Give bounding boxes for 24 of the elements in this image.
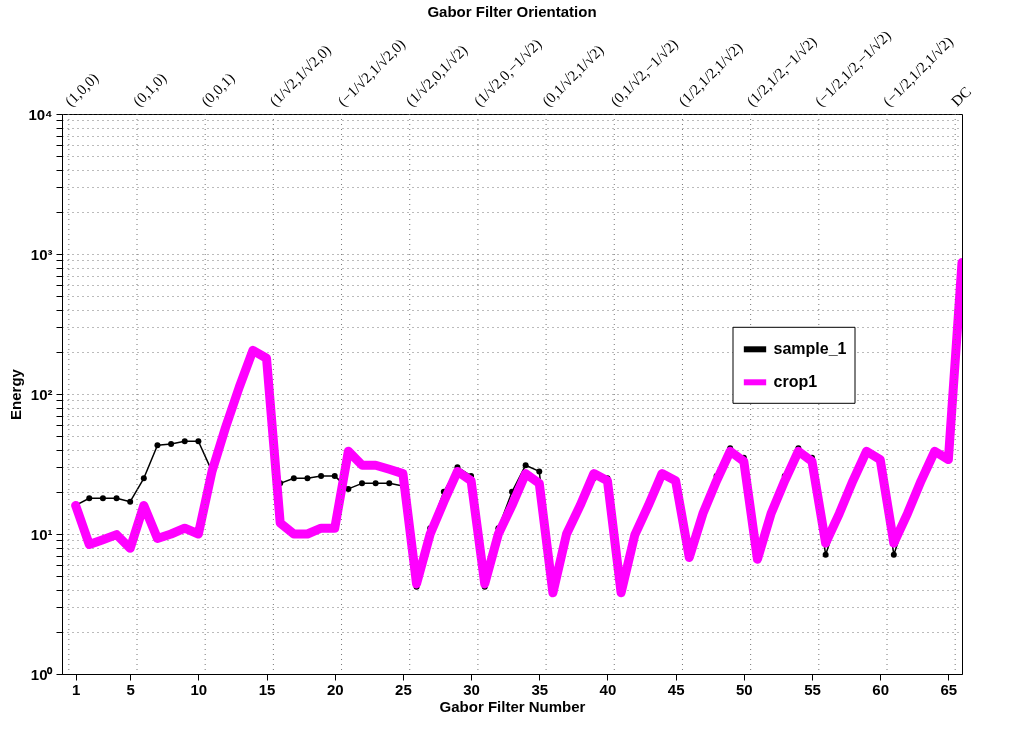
legend-label: crop1 [773, 373, 818, 391]
x-tick-label: 55 [804, 680, 821, 698]
y-tick-label: 10⁴ [28, 105, 53, 123]
y-tick-label: 10² [30, 385, 53, 403]
x-tick-label: 30 [463, 680, 480, 698]
x-tick-label: 35 [531, 680, 549, 698]
x-tick-label: 65 [940, 680, 958, 698]
x-tick-label: 25 [395, 680, 412, 698]
y-tick-label: 10³ [30, 245, 53, 263]
y-axis-title: Energy [7, 368, 25, 420]
x-tick-label: 60 [872, 680, 890, 698]
x-tick-label: 1 [71, 680, 81, 698]
legend-label: sample_1 [773, 340, 847, 358]
y-tick-label: 10⁰ [30, 665, 54, 683]
x-tick-label: 10 [190, 680, 208, 698]
x-axis-title: Gabor Filter Number [439, 697, 586, 715]
y-tick-label: 10¹ [30, 525, 53, 543]
x-tick-label: 40 [599, 680, 617, 698]
x-tick-label: 5 [126, 680, 135, 698]
chart-title: Gabor Filter Orientation [427, 3, 597, 20]
x-tick-label: 45 [667, 680, 685, 698]
x-tick-label: 20 [326, 680, 344, 698]
x-tick-label: 15 [258, 680, 276, 698]
x-tick-label: 50 [735, 680, 753, 698]
